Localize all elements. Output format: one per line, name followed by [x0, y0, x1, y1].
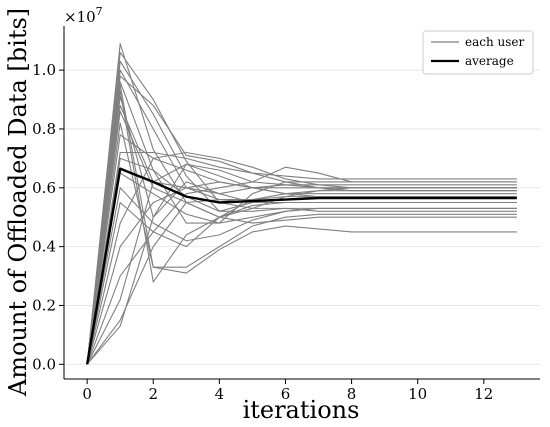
- user-series-line-12: [86, 122, 517, 365]
- x-tick-label: 2: [148, 385, 158, 403]
- user-series-line-18: [86, 190, 517, 365]
- x-tick-label: 12: [474, 385, 493, 403]
- user-series-line-21: [86, 166, 517, 365]
- x-tick-label: 4: [215, 385, 225, 403]
- legend: each user average: [422, 30, 534, 75]
- y-tick-label: 0.8: [32, 120, 56, 138]
- user-series-line-11: [86, 110, 517, 365]
- user-series-line-14: [86, 151, 517, 365]
- x-tick-label: 0: [82, 385, 92, 403]
- user-series-line-23: [86, 196, 517, 365]
- series-lines: [85, 43, 517, 365]
- x-tick-label: 6: [281, 385, 291, 403]
- y-offset-exponent: 7: [96, 5, 103, 18]
- legend-label-average: average: [465, 54, 514, 68]
- user-series-line-24: [86, 181, 517, 365]
- x-tick-label: 8: [347, 385, 357, 403]
- y-tick-label: 0.4: [32, 238, 56, 256]
- y-offset-label: ×107: [64, 5, 103, 26]
- axes: [63, 26, 540, 380]
- user-series-line-9: [86, 96, 517, 365]
- y-tick-label: 1.0: [32, 61, 56, 79]
- legend-label-each-user: each user: [465, 35, 525, 49]
- user-series-line-16: [86, 172, 517, 365]
- ticks: 0.0 0.2 0.4 0.6 0.8 1.0 0 2 4 6 8 10 12: [32, 61, 493, 403]
- user-series-line-5: [86, 75, 517, 365]
- y-tick-label: 0.0: [32, 355, 56, 373]
- user-series-line-22: [86, 163, 517, 365]
- y-offset-base: ×10: [64, 8, 96, 26]
- x-tick-label: 10: [408, 385, 427, 403]
- average-series-line: [85, 167, 517, 365]
- user-series-line-7: [86, 84, 517, 365]
- y-axis-label: Amount of Offloaded Data [bits]: [4, 8, 32, 397]
- y-tick-label: 0.6: [32, 179, 56, 197]
- x-axis-label: iterations: [243, 396, 360, 424]
- y-tick-label: 0.2: [32, 296, 56, 314]
